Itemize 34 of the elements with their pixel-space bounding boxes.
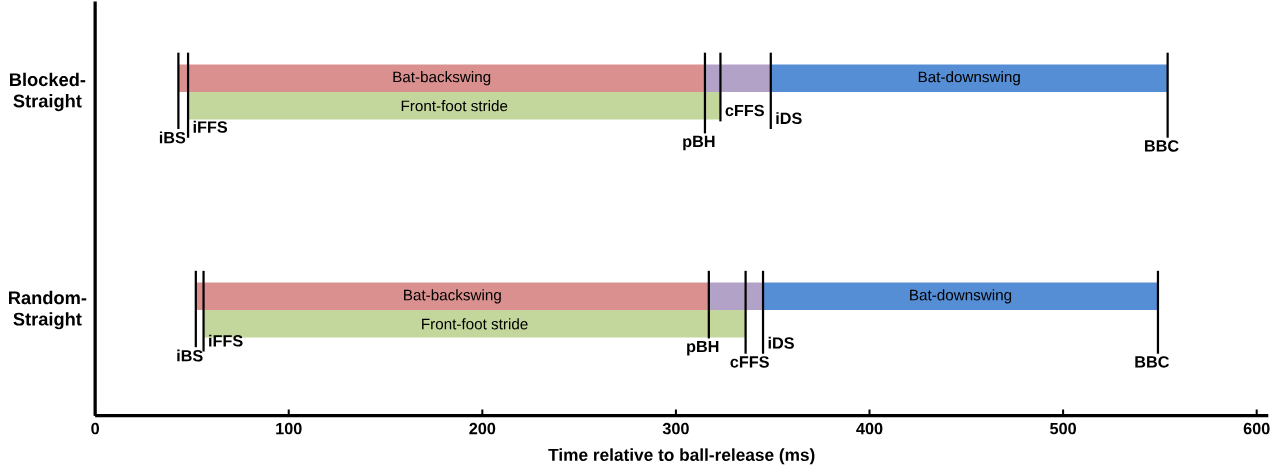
annotation: iDS bbox=[776, 112, 802, 125]
annotation: iFFS bbox=[193, 120, 228, 133]
x-tick-label: 100 bbox=[276, 422, 302, 435]
x-tick-label: 0 bbox=[91, 422, 99, 435]
annotation: pBH bbox=[683, 135, 715, 151]
annotation: cFFS bbox=[725, 104, 764, 117]
series-label: Front-foot stride bbox=[422, 318, 528, 330]
bar bbox=[188, 91, 721, 120]
y-tick-label: Random-Straight bbox=[9, 290, 87, 330]
bar bbox=[704, 64, 771, 92]
text: Front-foot stride bbox=[401, 100, 508, 112]
x-tick-label: 500 bbox=[1050, 422, 1076, 435]
text: Bat-backswing bbox=[393, 71, 491, 86]
annotation: iBS bbox=[159, 131, 186, 144]
series-label: Bat-downswing bbox=[910, 289, 1012, 304]
text: Bat-downswing bbox=[918, 71, 1020, 86]
annotation: BBC bbox=[1145, 140, 1179, 152]
x-tick-label: 300 bbox=[662, 422, 689, 435]
x-axis-title: Time relative to ball-release (ms) bbox=[548, 448, 815, 465]
annotation: pBH bbox=[687, 340, 719, 356]
bar bbox=[195, 282, 709, 311]
annotation: cFFS bbox=[730, 356, 769, 368]
bar bbox=[770, 64, 1168, 92]
annotation: iDS bbox=[768, 336, 794, 349]
annotation: iFFS bbox=[209, 334, 243, 347]
x-tick-label: 200 bbox=[469, 422, 496, 435]
annotation: BBC bbox=[1135, 356, 1169, 368]
x-tick-label: 600 bbox=[1243, 422, 1270, 435]
y-tick-label: Blocked-Straight bbox=[10, 72, 86, 112]
series-label: Bat-backswing bbox=[404, 289, 501, 304]
bar bbox=[178, 64, 705, 92]
annotation: iBS bbox=[177, 349, 203, 362]
x-tick-label: 400 bbox=[856, 422, 883, 435]
bar bbox=[763, 282, 1158, 311]
